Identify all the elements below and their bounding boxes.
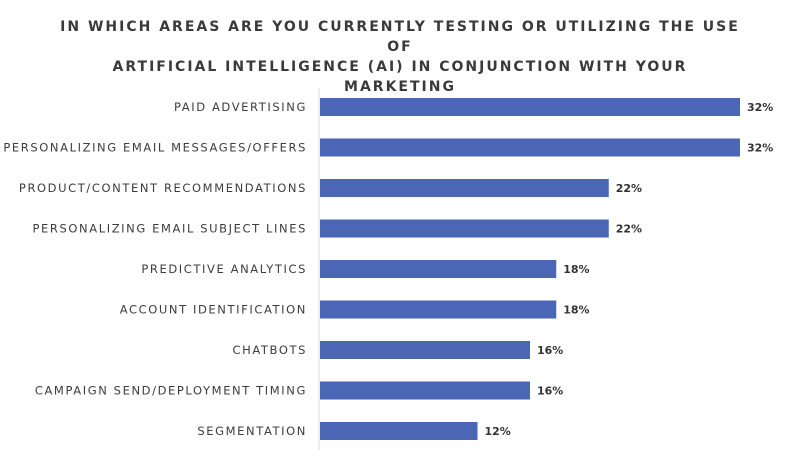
value-label: 32% [747,101,773,114]
value-label: 22% [616,223,642,236]
bar [320,422,478,440]
category-label: PERSONALIZING EMAIL MESSAGES/OFFERS [3,141,307,155]
value-label: 22% [616,182,642,195]
value-label: 16% [537,385,563,398]
value-label: 16% [537,344,563,357]
bar [320,138,740,157]
category-label: PERSONALIZING EMAIL SUBJECT LINES [32,222,307,236]
value-label: 18% [563,304,589,317]
bar [320,341,530,359]
bar [320,300,557,319]
category-label: PRODUCT/CONTENT RECOMMENDATIONS [19,181,307,195]
category-label: PREDICTIVE ANALYTICS [141,262,307,276]
chart-title-line-1: IN WHICH AREAS ARE YOU CURRENTLY TESTING… [60,19,740,55]
category-label: CHATBOTS [232,343,307,357]
value-label: 12% [485,425,511,438]
bar [320,219,609,238]
category-label: CAMPAIGN SEND/DEPLOYMENT TIMING [35,384,307,398]
value-label: 32% [747,142,773,155]
chart-title: IN WHICH AREAS ARE YOU CURRENTLY TESTING… [60,17,740,117]
bar [320,179,609,197]
category-label: SEGMENTATION [197,424,307,438]
category-label: PAID ADVERTISING [174,100,307,114]
chart-title-line-2: ARTIFICIAL INTELLIGENCE (AI) IN CONJUNCT… [112,59,688,95]
value-label: 18% [563,263,589,276]
category-label: ACCOUNT IDENTIFICATION [120,303,307,317]
bar [320,381,530,400]
bar [320,260,557,278]
bar [320,98,740,116]
